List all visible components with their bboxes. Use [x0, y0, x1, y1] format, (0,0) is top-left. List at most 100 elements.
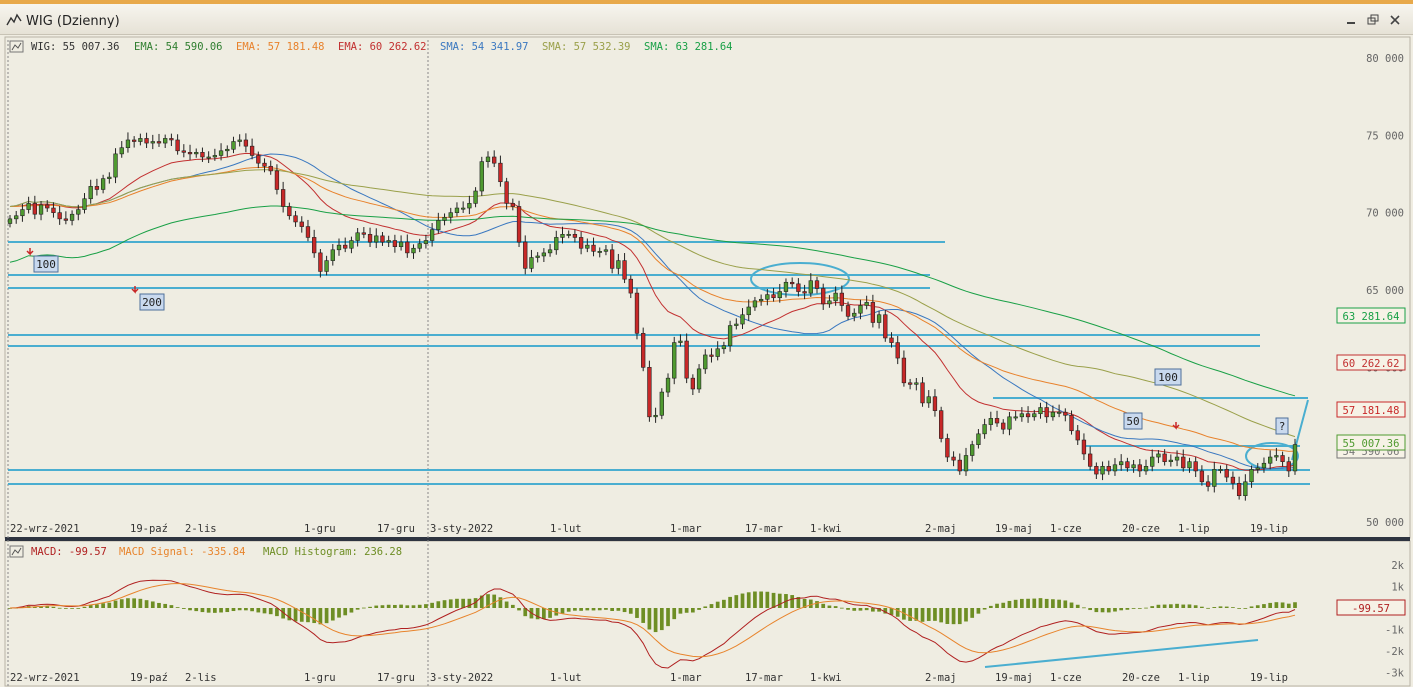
- histogram-bar: [1293, 602, 1297, 608]
- candle-body: [1249, 469, 1254, 483]
- macd-tick-label: 1k: [1391, 582, 1404, 594]
- macd-legend-options-icon[interactable]: [9, 545, 24, 558]
- histogram-bar: [1156, 604, 1161, 608]
- candle-body: [709, 354, 714, 357]
- histogram-bar: [374, 605, 379, 608]
- chart-area[interactable]: WIG: 55 007.36 EMA: 54 590.06 EMA: 57 18…: [0, 34, 1413, 687]
- candle-body: [690, 377, 696, 390]
- minimize-icon: [1347, 22, 1355, 24]
- histogram-bar: [548, 608, 552, 618]
- histogram-bar: [467, 598, 472, 608]
- candle-body: [752, 300, 758, 308]
- candle-body: [1056, 411, 1062, 414]
- tag-sma-63: 63 281.64: [1343, 311, 1400, 323]
- histogram-bar: [1020, 598, 1024, 608]
- histogram-bar: [181, 608, 186, 609]
- histogram-bar: [1038, 598, 1043, 608]
- candle-body: [504, 181, 509, 204]
- date-tick-label: 2-maj: [925, 523, 957, 535]
- histogram-bar: [95, 604, 99, 608]
- histogram-bar: [268, 608, 273, 615]
- candle-body: [1181, 456, 1186, 469]
- candle-body: [796, 283, 801, 292]
- candle-body: [492, 156, 497, 164]
- legend-sma-57: SMA: 57 532.39: [542, 41, 631, 53]
- histogram-bar: [1168, 604, 1173, 608]
- histogram-bar: [1206, 607, 1210, 609]
- histogram-bar: [1274, 602, 1279, 608]
- histogram-bar: [361, 607, 366, 609]
- candle-body: [1131, 464, 1136, 469]
- candle-body: [163, 138, 168, 144]
- histogram-bar: [188, 608, 192, 611]
- legend-sma-54: SMA: 54 341.97: [440, 41, 529, 53]
- candle-body: [206, 156, 211, 159]
- candle-body: [510, 203, 515, 207]
- histogram-bar: [715, 601, 720, 608]
- down-arrow-marker: [131, 286, 139, 294]
- tag-wig: 55 007.36: [1343, 438, 1400, 450]
- histogram-bar: [883, 608, 888, 614]
- candle-body: [852, 312, 857, 317]
- histogram-bar: [1051, 599, 1055, 608]
- histogram-bar: [231, 608, 236, 612]
- legend-macd-signal: MACD Signal: -335.84: [119, 546, 245, 558]
- candle-body: [783, 281, 789, 292]
- histogram-bar: [256, 608, 261, 613]
- candle-body: [349, 240, 354, 249]
- candle-body: [26, 203, 31, 210]
- date-tick-label: 19-maj: [995, 672, 1033, 684]
- candle-body: [1063, 411, 1068, 416]
- candle-body: [1019, 413, 1025, 418]
- histogram-bar: [219, 608, 223, 613]
- candle-body: [628, 278, 633, 294]
- candle-body: [715, 348, 720, 357]
- histogram-bar: [647, 608, 652, 630]
- histogram-bar: [628, 608, 633, 614]
- legend-options-icon[interactable]: [9, 40, 24, 53]
- histogram-bar: [1212, 607, 1217, 608]
- candle-body: [461, 207, 466, 210]
- candle-body: [479, 161, 484, 192]
- histogram-bar: [1187, 604, 1192, 608]
- candle-body: [845, 305, 851, 317]
- histogram-bar: [386, 604, 391, 608]
- price-tick-label: 75 000: [1366, 130, 1404, 142]
- histogram-bar: [852, 608, 857, 611]
- candle-body: [808, 280, 813, 294]
- candle-body: [405, 241, 410, 254]
- candle-body: [1038, 407, 1043, 415]
- date-tick-label: 17-mar: [745, 523, 783, 535]
- candle-body: [572, 234, 578, 238]
- candle-body: [821, 288, 826, 305]
- macd-trend-line: [984, 639, 1259, 668]
- candle-body: [218, 150, 224, 156]
- histogram-bar: [318, 608, 323, 625]
- histogram-bar: [1181, 604, 1186, 608]
- candle-body: [305, 226, 311, 238]
- histogram-bar: [542, 608, 546, 619]
- restore-button[interactable]: [1366, 14, 1380, 26]
- candle-body: [1292, 444, 1298, 472]
- candle-body: [32, 203, 37, 215]
- date-tick-label: 1-gru: [304, 523, 336, 535]
- histogram-bar: [1237, 608, 1241, 609]
- candle-body: [591, 244, 596, 252]
- candle-body: [423, 240, 429, 244]
- close-button[interactable]: [1388, 14, 1402, 26]
- candle-body: [1274, 455, 1279, 458]
- candle-body: [790, 281, 795, 285]
- histogram-bar: [1057, 599, 1061, 608]
- date-tick-label: 1-kwi: [810, 672, 842, 684]
- date-tick-label: 1-cze: [1050, 672, 1082, 684]
- macd-signal-line: [9, 582, 1296, 658]
- down-arrow-marker: [1172, 422, 1180, 430]
- candle-body: [374, 235, 379, 243]
- histogram-bar: [982, 608, 987, 610]
- candle-body: [318, 252, 323, 272]
- annotation-100-left-box: [33, 255, 59, 273]
- histogram-bar: [976, 608, 981, 614]
- histogram-bar: [1280, 602, 1285, 608]
- minimize-button[interactable]: [1344, 14, 1358, 26]
